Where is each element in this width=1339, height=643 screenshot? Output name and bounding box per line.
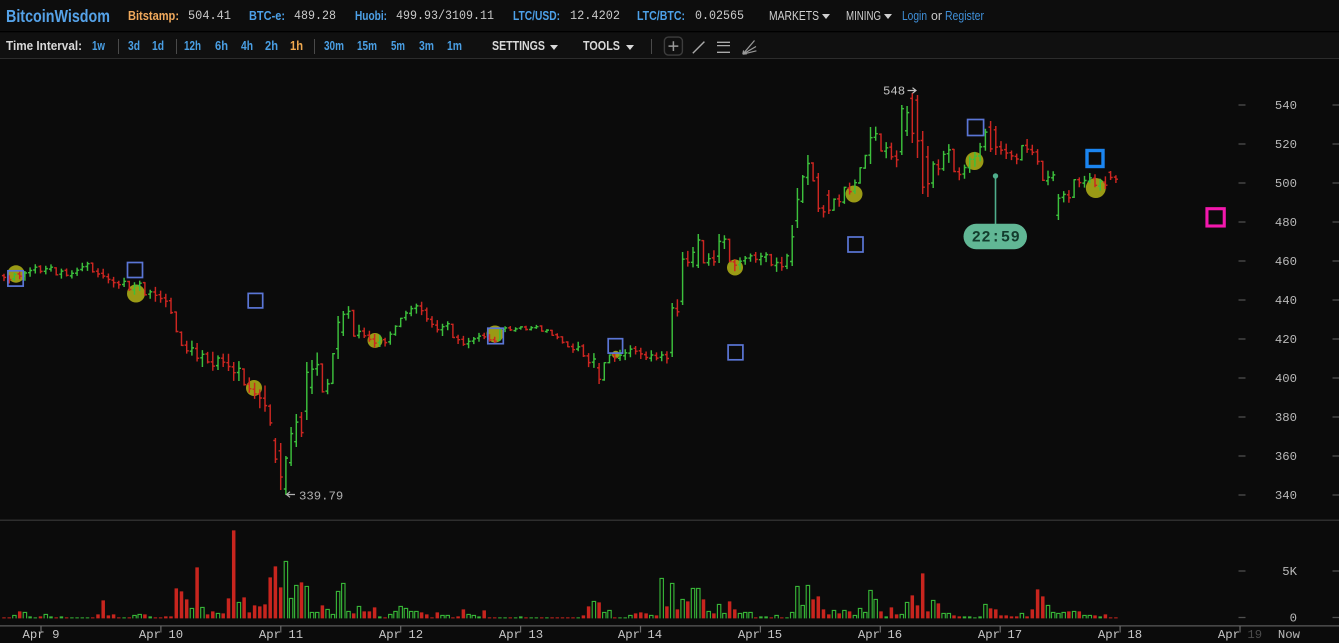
svg-text:480: 480 — [1275, 216, 1297, 230]
svg-text:400: 400 — [1275, 372, 1297, 386]
svg-text:339.79: 339.79 — [299, 489, 343, 503]
svg-text:540: 540 — [1275, 99, 1297, 113]
svg-text:Apr 17: Apr 17 — [978, 628, 1022, 642]
svg-text:360: 360 — [1275, 450, 1297, 464]
svg-text:500: 500 — [1275, 177, 1297, 191]
svg-text:420: 420 — [1275, 333, 1297, 347]
svg-text:5K: 5K — [1282, 565, 1297, 579]
svg-text:380: 380 — [1275, 411, 1297, 425]
svg-text:440: 440 — [1275, 294, 1297, 308]
svg-text:Apr 10: Apr 10 — [139, 628, 183, 642]
svg-text:Apr 19: Apr 19 — [1218, 628, 1262, 642]
svg-text:0: 0 — [1290, 612, 1297, 626]
svg-text:Apr 18: Apr 18 — [1098, 628, 1142, 642]
svg-text:Apr 16: Apr 16 — [858, 628, 902, 642]
svg-text:520: 520 — [1275, 138, 1297, 152]
svg-text:Now: Now — [1278, 628, 1301, 642]
svg-text:Apr 12: Apr 12 — [379, 628, 423, 642]
svg-text:Apr 14: Apr 14 — [618, 628, 662, 642]
svg-text:548: 548 — [883, 85, 905, 99]
svg-text:22:59: 22:59 — [972, 229, 1021, 247]
svg-text:Apr 11: Apr 11 — [259, 628, 303, 642]
svg-text:Apr 9: Apr 9 — [23, 628, 60, 642]
svg-text:340: 340 — [1275, 489, 1297, 503]
svg-text:Apr 15: Apr 15 — [738, 628, 782, 642]
svg-text:Apr 13: Apr 13 — [499, 628, 543, 642]
svg-text:460: 460 — [1275, 255, 1297, 269]
